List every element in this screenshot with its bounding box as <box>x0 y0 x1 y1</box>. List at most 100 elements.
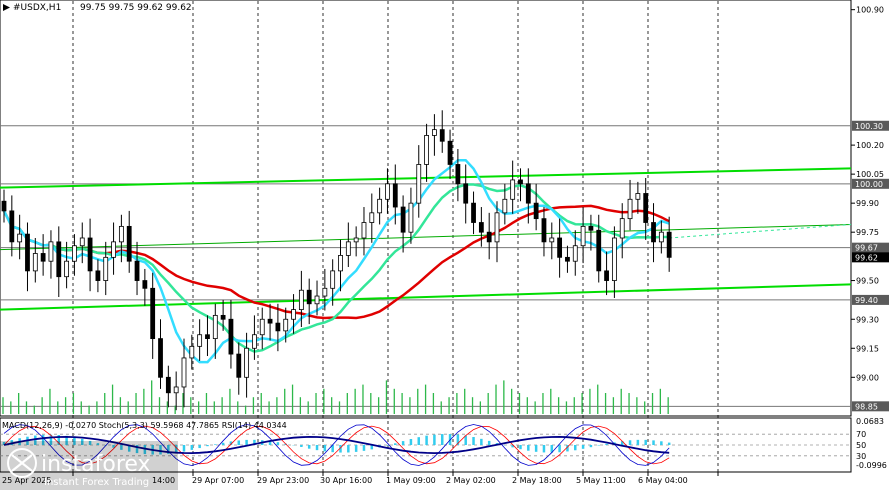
candle-body <box>525 183 531 204</box>
candle-body <box>533 202 539 220</box>
candle-body <box>635 193 641 200</box>
stoch-signal-line <box>3 425 670 465</box>
play-triangle-icon <box>3 4 10 11</box>
candle-body <box>455 164 461 185</box>
candle-body <box>189 345 195 359</box>
price-tick-label: 100.90 <box>856 6 884 15</box>
candle-body <box>416 164 422 204</box>
price-axis: 100.90 100.20 100.05 99.90 99.75 99.50 99.30 99… <box>851 6 889 412</box>
candle-body <box>478 222 484 233</box>
candle-body <box>212 314 218 340</box>
channel-mid-line <box>0 223 852 251</box>
rsi-line <box>3 435 670 455</box>
candle-body <box>306 289 312 305</box>
price-channel <box>0 167 852 311</box>
candle-body <box>643 193 649 223</box>
price-level-box <box>852 120 889 131</box>
candle-body <box>549 237 555 243</box>
price-level-label: 99.67 <box>855 244 878 253</box>
candle-body <box>627 198 633 220</box>
time-tick-label: 2 May 02:00 <box>446 476 496 485</box>
candle-body <box>611 237 617 281</box>
candle-body <box>64 260 70 278</box>
candle-body <box>486 231 492 243</box>
candle-body <box>32 253 38 272</box>
candle-body <box>126 225 132 262</box>
candle-body <box>588 225 594 231</box>
candle-body <box>283 318 289 332</box>
candle-body <box>150 287 156 340</box>
candle-body <box>291 309 296 320</box>
symbol-label: #USDX,H1 <box>13 3 61 13</box>
candle-body <box>510 179 516 200</box>
horizontal-levels <box>0 125 851 407</box>
price-level-label: 99.62 <box>855 253 878 262</box>
volume-bars <box>2 380 669 414</box>
logo-globe-icon <box>7 448 37 478</box>
candle-body <box>205 334 210 340</box>
candle-body <box>314 295 320 305</box>
stoch-main-line <box>3 424 670 466</box>
candle-body <box>369 212 375 223</box>
candle-body <box>338 255 343 272</box>
price-level-box <box>852 242 889 253</box>
logo-name: instaforex <box>41 452 151 477</box>
candle-body <box>651 222 656 243</box>
candle-body <box>1 200 7 212</box>
logo-cross-mark <box>11 454 33 472</box>
candle-body <box>79 237 85 247</box>
price-tick-label: 100.20 <box>856 141 884 150</box>
candle-body <box>345 241 351 256</box>
time-tick-label: 2 May 18:00 <box>512 476 562 485</box>
candle-body <box>197 334 203 347</box>
candle-body <box>463 183 469 204</box>
price-tick-label: 99.90 <box>856 199 879 208</box>
indicator-panel: MACD(12,26,9) -0.0270 Stoch(5,3,3) 59.59… <box>0 417 887 470</box>
channel-upper-line <box>0 167 852 189</box>
time-tick-label: 5 May 11:00 <box>576 476 626 485</box>
candle-body <box>658 231 664 243</box>
candle-body <box>87 237 93 272</box>
ohlc-label: 99.75 99.75 99.62 99.62 <box>80 3 192 13</box>
ma-projection-line <box>669 223 852 239</box>
candle-body <box>220 314 226 320</box>
candle-body <box>361 222 367 239</box>
main-chart-frame <box>0 0 852 417</box>
candle-body <box>322 287 328 297</box>
price-tick-label: 100.05 <box>856 170 884 179</box>
candle-body <box>103 256 109 281</box>
price-level-label: 100.00 <box>855 180 883 189</box>
price-tick-label: 99.15 <box>856 344 879 353</box>
candle-body <box>619 218 625 239</box>
candle-body <box>267 318 273 324</box>
candle-body <box>494 212 500 243</box>
candle-body <box>596 229 602 272</box>
candle-body <box>580 225 586 247</box>
time-tick-label: 30 Apr 16:00 <box>320 476 372 485</box>
chart-header: #USDX,H1 99.75 99.75 99.62 99.62 <box>3 3 192 13</box>
time-axis: 25 Apr 2025 14:00 29 Apr 07:00 29 Apr 23:00… <box>2 472 719 485</box>
candle-body <box>377 198 383 214</box>
candle-body <box>518 179 523 185</box>
candle-body <box>432 129 437 136</box>
price-tick-label: 99.50 <box>856 277 879 286</box>
candle-body <box>424 135 429 165</box>
candle-body <box>565 256 570 262</box>
instaforex-logo: instaforex Instant Forex Trading <box>0 441 178 490</box>
indicator-scale-label: 50 <box>856 441 866 450</box>
candle-body <box>17 233 23 243</box>
time-tick-label: 6 May 04:00 <box>638 476 688 485</box>
candle-body <box>604 270 609 281</box>
candle-body <box>228 318 234 355</box>
channel-lower-line <box>0 283 852 311</box>
candle-body <box>236 353 242 378</box>
candle-body <box>40 253 46 262</box>
indicator-scale-label: 0.0683 <box>856 417 884 426</box>
candle-body <box>330 270 336 289</box>
indicator-scale-label: -0.0996 <box>856 461 887 470</box>
time-tick-label: 14:00 <box>152 476 175 485</box>
price-level-box <box>852 178 889 189</box>
candle-body <box>259 318 265 336</box>
candle-body <box>118 225 124 243</box>
